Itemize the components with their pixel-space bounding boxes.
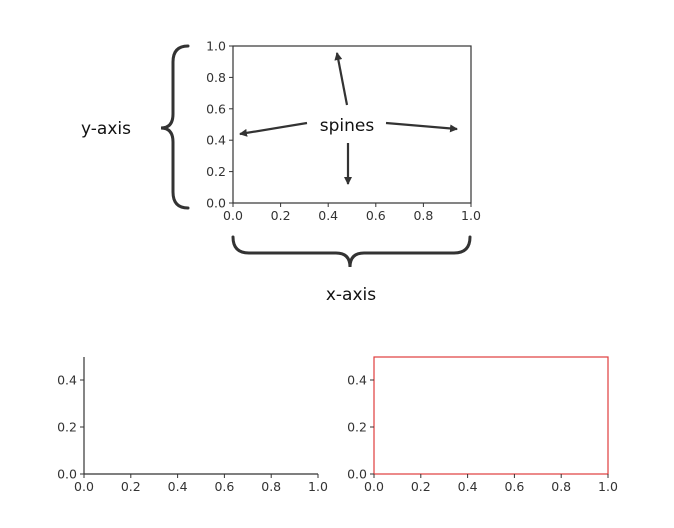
x-tick-label: 0.8 xyxy=(413,208,433,223)
y-tick-label: 0.4 xyxy=(347,373,367,388)
y-tick-label: 0.2 xyxy=(206,164,226,179)
x-tick-label: 0.6 xyxy=(504,479,524,494)
bottom-right-spines xyxy=(373,356,609,475)
top-plot-spines xyxy=(232,45,472,204)
x-axis-brace xyxy=(231,235,472,268)
bottom-right-y-ticks: 0.0 0.2 0.4 xyxy=(347,373,374,482)
x-tick-label: 0.2 xyxy=(121,479,141,494)
x-axis-label: x-axis xyxy=(326,285,376,305)
y-tick-label: 1.0 xyxy=(206,39,226,54)
y-tick-label: 0.2 xyxy=(57,420,77,435)
x-tick-label: 0.2 xyxy=(271,208,291,223)
y-tick-label: 0.0 xyxy=(347,467,367,482)
x-tick-label: 0.0 xyxy=(223,208,243,223)
x-tick-label: 0.0 xyxy=(364,479,384,494)
top-plot-x-ticks: 0.0 0.2 0.4 0.6 0.8 1.0 xyxy=(223,203,481,223)
x-tick-label: 0.6 xyxy=(214,479,234,494)
y-tick-label: 0.4 xyxy=(57,373,77,388)
y-tick-label: 0.6 xyxy=(206,101,226,116)
arrow-right xyxy=(385,121,458,133)
x-tick-label: 0.4 xyxy=(458,479,478,494)
x-tick-label: 0.6 xyxy=(366,208,386,223)
x-tick-label: 0.4 xyxy=(168,479,188,494)
bottom-right-x-ticks: 0.0 0.2 0.4 0.6 0.8 1.0 xyxy=(364,474,618,494)
x-tick-label: 0.8 xyxy=(551,479,571,494)
y-axis-label: y-axis xyxy=(81,119,131,139)
y-axis-brace xyxy=(160,44,190,210)
arrow-up xyxy=(334,52,349,106)
y-tick-label: 0.4 xyxy=(206,133,226,148)
x-tick-label: 1.0 xyxy=(598,479,618,494)
spines-label: spines xyxy=(320,116,375,136)
x-tick-label: 1.0 xyxy=(461,208,481,223)
bottom-right-plot: 0.0 0.2 0.4 0.6 0.8 1.0 0.0 0.2 0.4 xyxy=(347,356,618,494)
x-tick-label: 1.0 xyxy=(308,479,328,494)
y-tick-label: 0.0 xyxy=(206,196,226,211)
x-tick-label: 0.4 xyxy=(318,208,338,223)
y-tick-label: 0.2 xyxy=(347,420,367,435)
arrow-left xyxy=(239,121,308,137)
x-tick-label: 0.0 xyxy=(74,479,94,494)
bottom-left-x-ticks: 0.0 0.2 0.4 0.6 0.8 1.0 xyxy=(74,474,328,494)
top-plot-y-ticks: 0.0 0.2 0.4 0.6 0.8 1.0 xyxy=(206,39,233,211)
bottom-left-plot: 0.0 0.2 0.4 0.6 0.8 1.0 0.0 0.2 0.4 xyxy=(57,357,328,494)
bottom-left-y-ticks: 0.0 0.2 0.4 xyxy=(57,373,84,482)
x-tick-label: 0.8 xyxy=(261,479,281,494)
y-tick-label: 0.8 xyxy=(206,70,226,85)
x-tick-label: 0.2 xyxy=(411,479,431,494)
y-tick-label: 0.0 xyxy=(57,467,77,482)
top-plot: 0.0 0.2 0.4 0.6 0.8 1.0 0.0 0.2 0.4 0.6 0.8 1.0 xyxy=(206,39,481,224)
